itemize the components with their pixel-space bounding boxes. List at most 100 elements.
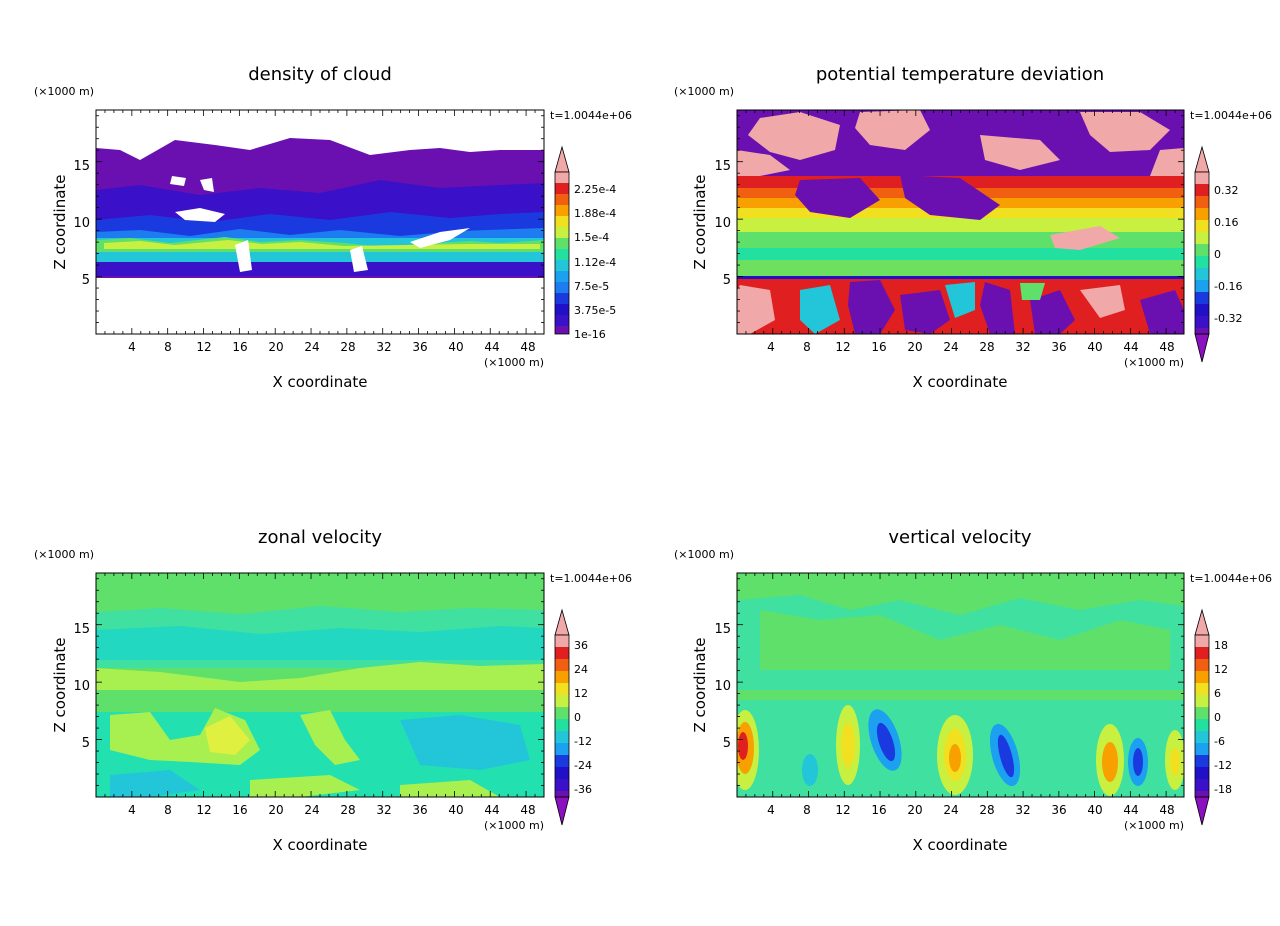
- x-tick-label: 24: [304, 340, 319, 354]
- cool-patch: [1030, 290, 1075, 334]
- x-tick-label: 24: [943, 340, 958, 354]
- colorbar-min-extension: [1194, 796, 1210, 826]
- cyan-patch: [945, 282, 975, 318]
- heatmap-field: [96, 573, 544, 797]
- updraft-cell: [937, 715, 973, 795]
- colorbar-swatch: [1195, 779, 1209, 791]
- x-tick-label: 16: [871, 340, 886, 354]
- warm-patch: [855, 110, 930, 150]
- colorbar-label: 18: [1214, 639, 1228, 652]
- colorbar-swatch: [555, 635, 569, 647]
- x-axis-label: X coordinate: [912, 836, 1007, 854]
- colorbar-labels: 2.25e-4 1.88e-4 1.5e-4 1.12e-4 7.5e-5 3.…: [574, 183, 616, 341]
- boundary-line: [737, 276, 1184, 279]
- x-tick-label: 48: [520, 803, 535, 817]
- colorbar-swatch: [555, 683, 569, 695]
- updraft-cell: [836, 705, 860, 785]
- panel-zonal-velocity: zonal velocity (×1000 m) t=1.0044e+06 4 …: [34, 527, 632, 854]
- cloud-gap: [235, 240, 252, 272]
- colorbar-swatch: [555, 293, 569, 304]
- colorbar: 36 24 12 0 -12 -24 -36: [554, 608, 592, 826]
- x-tick-label: 32: [1015, 803, 1030, 817]
- colorbar-swatch: [1195, 659, 1209, 671]
- x-tick-label: 48: [1159, 803, 1174, 817]
- x-tick-label: 36: [1051, 803, 1066, 817]
- colorbar: 18 12 6 0 -6 -12 -18: [1194, 608, 1232, 826]
- colorbar-swatch: [1195, 671, 1209, 683]
- downdraft-cell: [989, 723, 1021, 787]
- colorbar-labels: 18 12 6 0 -6 -12 -18: [1214, 639, 1232, 796]
- axis-tick-marks: [96, 110, 1184, 797]
- x-tick-labels: 4 8 12 16 20 24 28 32 36 40 44 48: [128, 803, 535, 817]
- colorbar-swatch: [1195, 767, 1209, 779]
- y-unit-label: (×1000 m): [674, 548, 734, 561]
- colorbar-swatch: [555, 260, 569, 271]
- lime-streak: [400, 780, 500, 797]
- y-tick-labels: 5 10 15: [714, 622, 731, 751]
- downdraft-cell: [1128, 738, 1148, 786]
- x-tick-label: 20: [268, 803, 283, 817]
- chart-title: zonal velocity: [258, 527, 382, 548]
- y-axis-label: Z coordinate: [51, 174, 69, 269]
- colorbar: 2.25e-4 1.88e-4 1.5e-4 1.12e-4 7.5e-5 3.…: [554, 145, 616, 341]
- colorbar-swatch: [1195, 256, 1209, 268]
- y-tick-label: 5: [723, 736, 731, 751]
- band-lime: [737, 218, 1184, 232]
- colorbar-max-extension: [554, 608, 570, 636]
- y-tick-label: 15: [714, 159, 731, 174]
- x-tick-label: 28: [340, 340, 355, 354]
- time-label: t=1.0044e+06: [1190, 109, 1272, 122]
- colorbar-label: 12: [1214, 663, 1228, 676]
- updraft-cell: [737, 710, 759, 790]
- x-tick-label: 20: [268, 340, 283, 354]
- x-tick-label: 4: [128, 340, 136, 354]
- colorbar-label: -12: [1214, 759, 1232, 772]
- colorbar-swatch: [555, 282, 569, 293]
- colorbar-frame: [554, 171, 570, 335]
- y-tick-label: 5: [723, 273, 731, 288]
- x-tick-label: 4: [128, 803, 136, 817]
- cloud-gap: [410, 228, 470, 248]
- colorbar-label: 2.25e-4: [574, 183, 616, 196]
- warm-patch: [980, 135, 1060, 170]
- x-tick-label: 40: [448, 340, 463, 354]
- warm-patch: [737, 285, 775, 334]
- colorbar-min-extension: [554, 796, 570, 826]
- colorbar-max-extension: [1194, 608, 1210, 636]
- colorbar-labels: 36 24 12 0 -12 -24 -36: [574, 639, 592, 796]
- x-tick-label: 4: [767, 340, 775, 354]
- colorbar-swatch: [555, 326, 569, 334]
- panel-potential-temperature-deviation: potential temperature deviation (×1000 m…: [674, 64, 1272, 391]
- x-tick-label: 4: [767, 803, 775, 817]
- colorbar-min-extension: [1194, 333, 1210, 363]
- x-tick-label: 40: [1087, 340, 1102, 354]
- jet-yellow-core: [205, 716, 250, 755]
- x-tick-label: 8: [803, 803, 811, 817]
- x-tick-label: 36: [412, 340, 427, 354]
- band-cyan: [737, 248, 1184, 260]
- colorbar-label: 6: [1214, 687, 1221, 700]
- chart-title: density of cloud: [248, 64, 392, 85]
- colorbar-swatch: [555, 194, 569, 205]
- colorbar-label: -0.16: [1214, 280, 1242, 293]
- x-tick-label: 16: [232, 803, 247, 817]
- colorbar-swatch: [1195, 244, 1209, 256]
- colorbar-label: -12: [574, 735, 592, 748]
- colorbar-swatch: [1195, 707, 1209, 719]
- colorbar-swatch: [1195, 719, 1209, 731]
- cyan-patch: [800, 285, 840, 334]
- colorbar-swatch: [1195, 683, 1209, 695]
- colorbar-swatch: [555, 271, 569, 282]
- y-tick-label: 5: [82, 273, 90, 288]
- colorbar-label: 1.12e-4: [574, 256, 616, 269]
- warm-patch: [1080, 285, 1125, 318]
- colorbar-max-extension: [554, 145, 570, 173]
- y-tick-labels: 5 10 15: [714, 159, 731, 288]
- y-tick-label: 10: [714, 679, 731, 694]
- colorbar-label: 0: [574, 711, 581, 724]
- colorbar-swatch: [555, 707, 569, 719]
- band-green: [737, 232, 1184, 248]
- cool-patch: [1140, 290, 1184, 334]
- x-tick-label: 32: [1015, 340, 1030, 354]
- x-axis-label: X coordinate: [272, 836, 367, 854]
